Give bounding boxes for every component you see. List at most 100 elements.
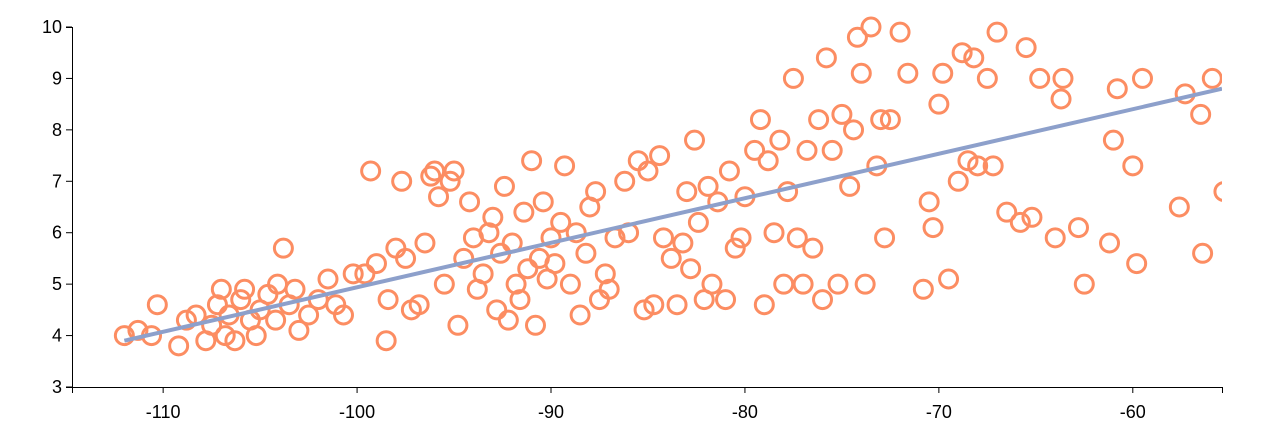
x-tick-label: -70 [926,402,952,422]
point [769,129,791,151]
point [554,155,576,177]
point [478,222,500,244]
point [1009,211,1031,233]
point [782,67,804,89]
point [146,294,168,316]
point [796,139,818,161]
point [505,273,527,295]
point [342,263,364,285]
point [808,109,830,131]
point [715,289,737,311]
point [1192,242,1214,264]
point [684,129,706,151]
point [1126,253,1148,275]
point [996,201,1018,223]
point [284,278,306,300]
point [333,304,355,326]
point [201,314,223,336]
point [676,181,698,203]
point [1190,103,1212,125]
point [439,170,461,192]
x-tick-label: -90 [538,402,564,422]
point [443,160,465,182]
point [1052,67,1074,89]
point [1213,181,1222,202]
x-tick-label: -60 [1120,402,1146,422]
point [550,211,572,233]
point [744,139,766,161]
point [1044,227,1066,249]
point [493,175,515,197]
point [517,258,539,280]
point [113,325,135,347]
point [1067,217,1089,239]
point [918,191,940,213]
point [377,289,399,311]
point [792,273,814,295]
point [540,227,562,249]
point [298,304,320,326]
point [860,16,882,38]
point [230,289,252,311]
point [391,170,413,192]
point [459,191,481,213]
point [786,227,808,249]
point [963,47,985,69]
point [687,211,709,233]
point [680,258,702,280]
fit-line [123,86,1222,343]
point [428,186,450,208]
point [922,217,944,239]
point [843,119,865,141]
point [1021,206,1043,228]
point [753,294,775,316]
point [812,289,834,311]
point [660,247,682,269]
plot-area [113,16,1222,357]
point [585,181,607,203]
point [976,67,998,89]
point [749,109,771,131]
point [874,227,896,249]
y-tick-label: 7 [52,171,62,191]
point [509,289,531,311]
point [544,253,566,275]
point [1029,67,1051,89]
point [982,155,1004,177]
point [831,103,853,125]
point [559,273,581,295]
point [245,325,267,347]
point [928,93,950,115]
y-tick-label: 9 [52,68,62,88]
point [643,294,665,316]
x-tick-label: -100 [339,402,375,422]
x-axis [72,387,1223,393]
point [912,278,934,300]
point [649,145,671,167]
point [666,294,688,316]
point [846,26,868,48]
point [472,263,494,285]
point [532,191,554,213]
point [486,299,508,321]
point [1201,67,1222,89]
point [1073,273,1095,295]
point [168,335,190,357]
point [414,232,436,254]
point [453,247,475,269]
point [365,253,387,275]
point [763,222,785,244]
point [724,237,746,259]
point [288,319,310,341]
point [1050,88,1072,110]
point [889,21,911,43]
point [521,150,543,172]
point [1015,37,1037,59]
point [420,165,442,187]
point [272,237,294,259]
y-tick-label: 3 [52,377,62,397]
point [701,273,723,295]
y-axis [66,27,73,388]
